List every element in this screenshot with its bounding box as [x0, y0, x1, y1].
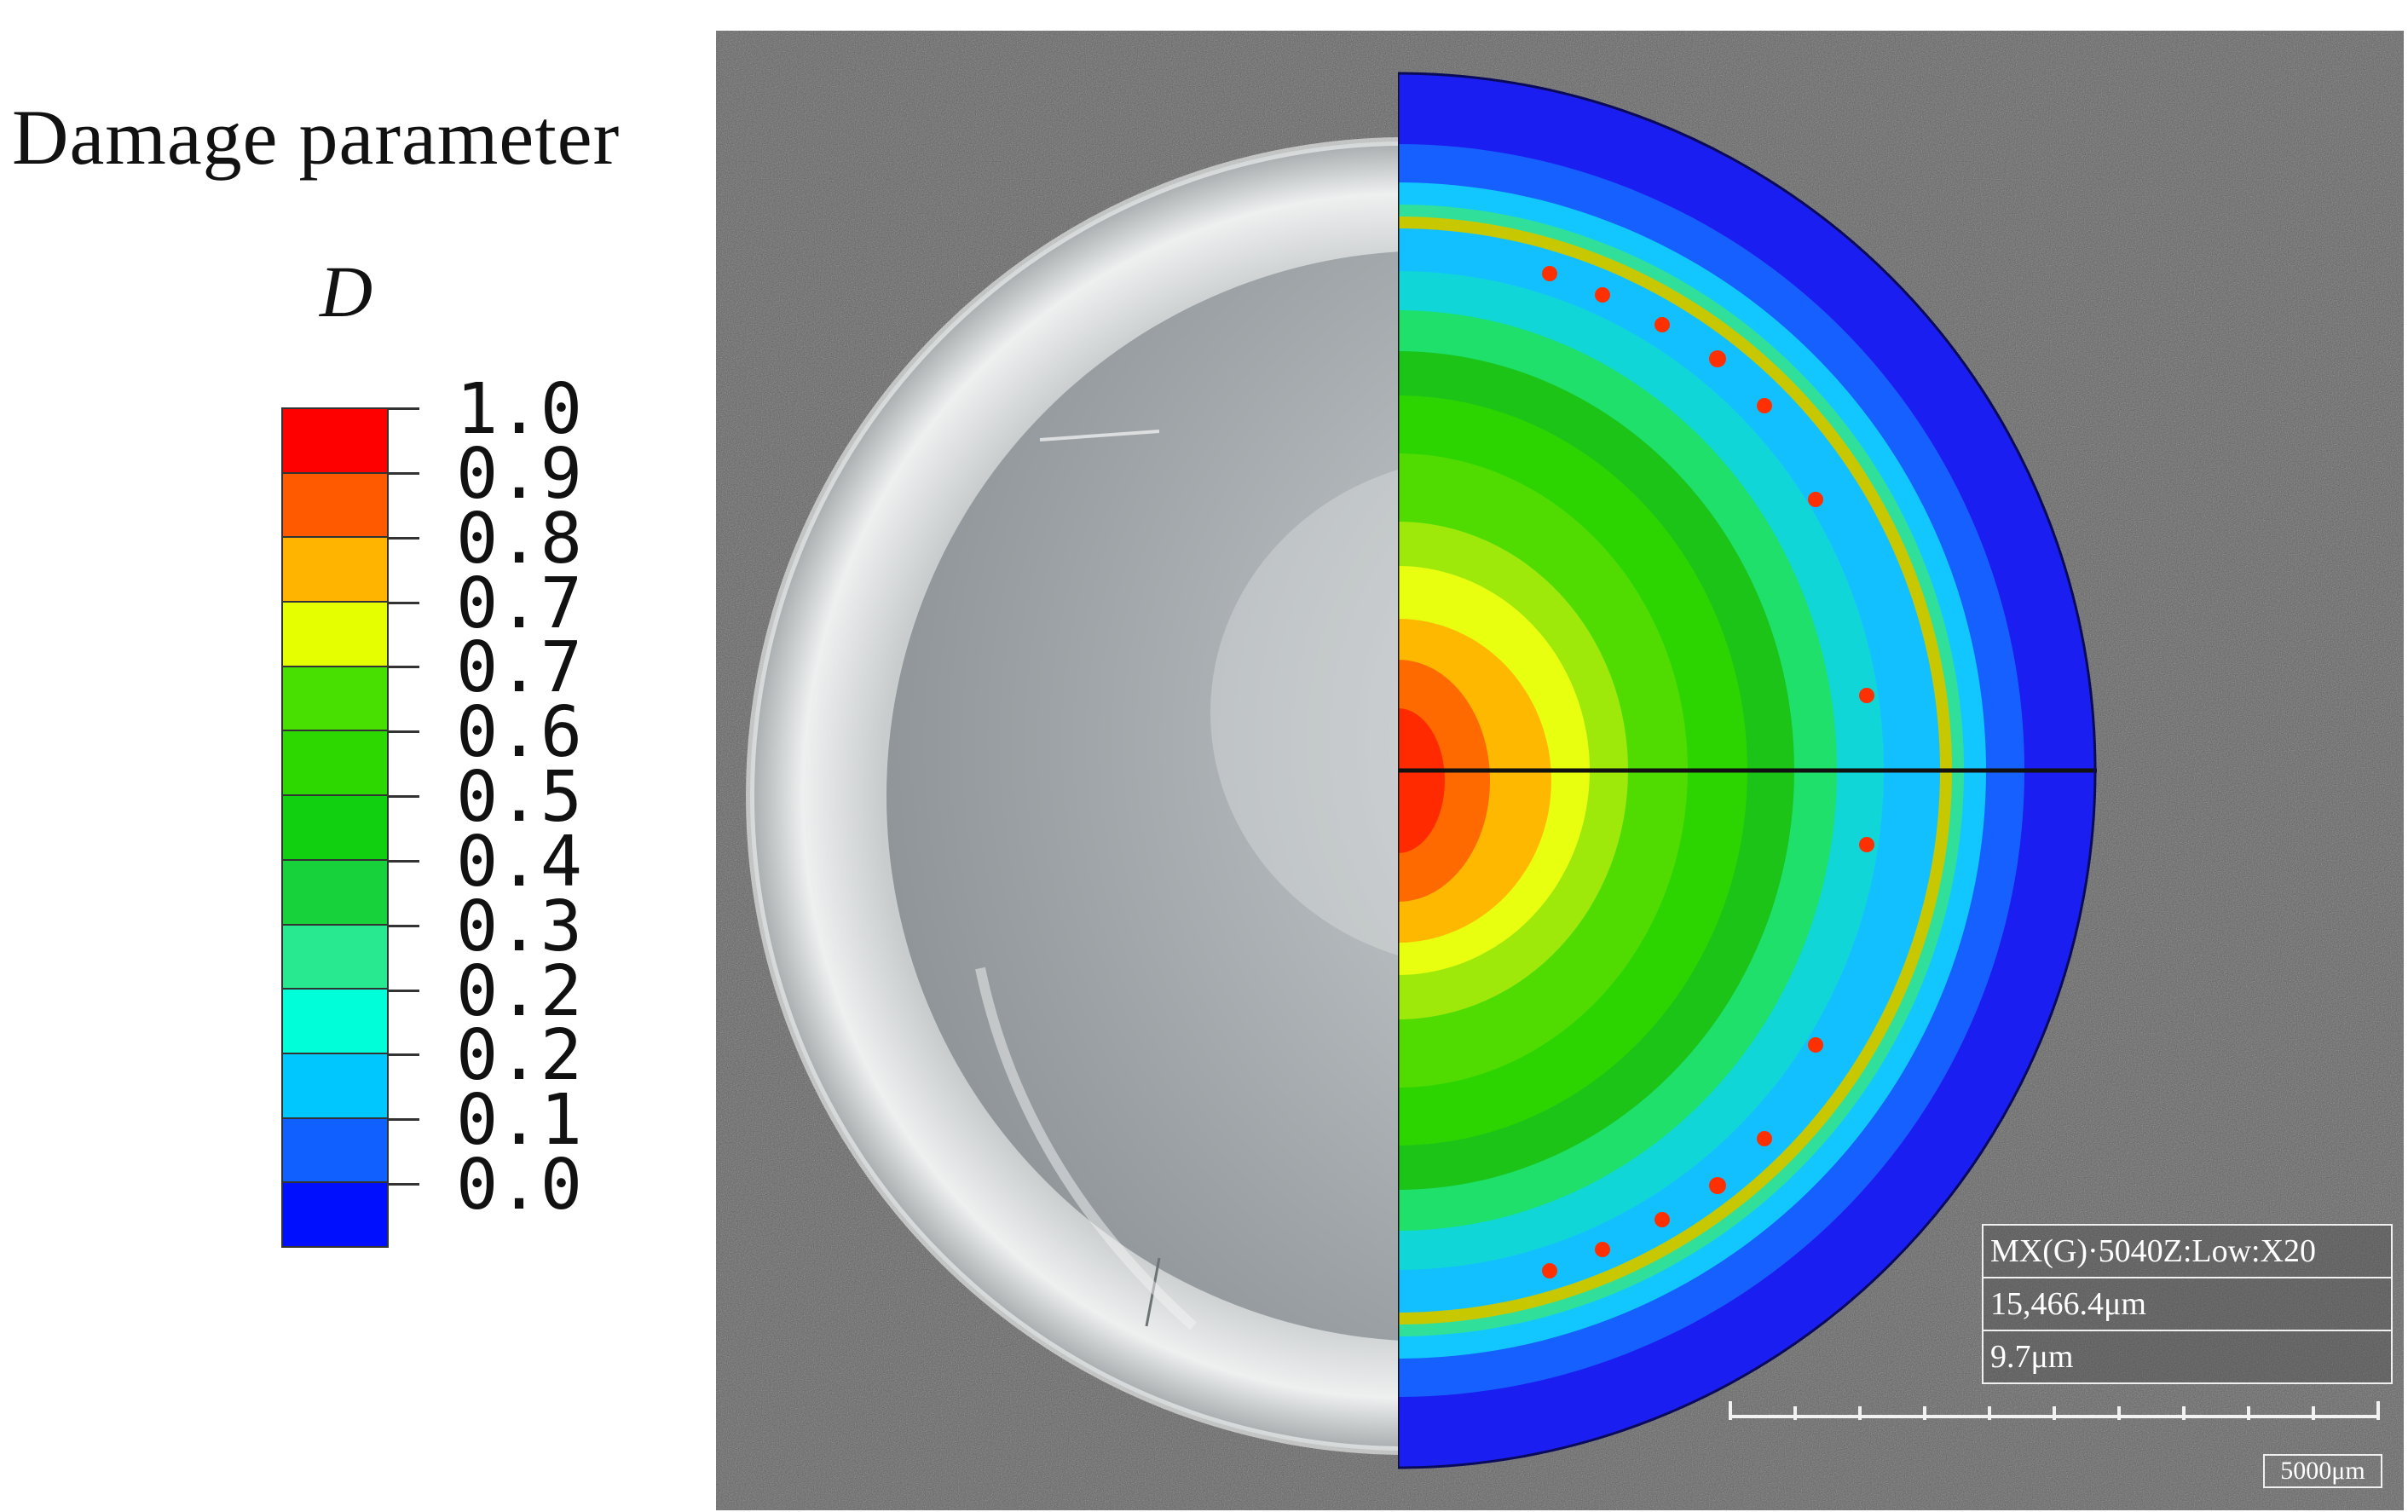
colorbar-tick-label: 0.2: [456, 950, 583, 1032]
colorbar-band: [283, 473, 387, 539]
colorbar-tick: [389, 1053, 419, 1057]
colorbar-tick-label: 0.9: [456, 433, 583, 515]
colorbar-tick: [389, 407, 419, 410]
colorbar-band: [283, 409, 387, 474]
colorbar-band: [283, 1053, 387, 1119]
colorbar-band: [283, 667, 387, 732]
info-row-field-width: 15,466.4μm: [1984, 1278, 2391, 1331]
colorbar-tick: [389, 1118, 419, 1122]
contour-half: [1398, 72, 2097, 1469]
colorbar-tick-label: 0.7: [456, 563, 583, 644]
colorbar-tick: [389, 730, 419, 734]
colorbar-band: [283, 731, 387, 797]
colorbar-band: [283, 990, 387, 1054]
colorbar-tick-label: 0.3: [456, 886, 583, 967]
colorbar-tick-label: 0.0: [456, 1145, 583, 1226]
colorbar-tick: [389, 1183, 419, 1186]
colorbar-tick-label: 0.1: [456, 1080, 583, 1162]
specimen-figure: [716, 31, 2404, 1510]
colorbar-tick: [389, 601, 419, 604]
colorbar-tick: [389, 536, 419, 540]
legend-title: Damage parameter: [12, 94, 621, 181]
colorbar-tick: [389, 795, 419, 799]
colorbar-tick: [389, 471, 419, 475]
colorbar-tick-label: 0.2: [456, 1015, 583, 1097]
colorbar-band: [283, 603, 387, 667]
colorbar-tick: [389, 989, 419, 992]
colorbar-tick-label: 0.6: [456, 692, 583, 774]
scale-bar-label: 5000μm: [2263, 1454, 2382, 1488]
colorbar-tick: [389, 859, 419, 863]
specimen-image: [716, 31, 2404, 1510]
info-row-magnification: MX(G)·5040Z:Low:X20: [1984, 1226, 2391, 1278]
colorbar-tick-label: 0.5: [456, 757, 583, 839]
colorbar-tick-label: 0.7: [456, 627, 583, 709]
colorbar-tick: [389, 666, 419, 669]
colorbar-band: [283, 925, 387, 990]
microscope-info-table: MX(G)·5040Z:Low:X20 15,466.4μm 9.7μm: [1982, 1224, 2393, 1384]
colorbar-band: [283, 796, 387, 861]
colorbar-tick-label: 1.0: [456, 369, 583, 450]
photo-half: [746, 137, 1399, 1455]
scale-bar: [1729, 1401, 2380, 1420]
colorbar: [281, 407, 389, 1248]
colorbar-tick-label: 0.4: [456, 821, 583, 903]
colorbar-tick-label: 0.8: [456, 498, 583, 580]
colorbar-band: [283, 1118, 387, 1184]
colorbar-band: [283, 538, 387, 603]
colorbar-tick: [389, 924, 419, 927]
info-row-pixel-size: 9.7μm: [1990, 1339, 2074, 1375]
legend-variable: D: [320, 251, 373, 332]
colorbar-band: [283, 860, 387, 926]
colorbar-band: [283, 1183, 387, 1246]
